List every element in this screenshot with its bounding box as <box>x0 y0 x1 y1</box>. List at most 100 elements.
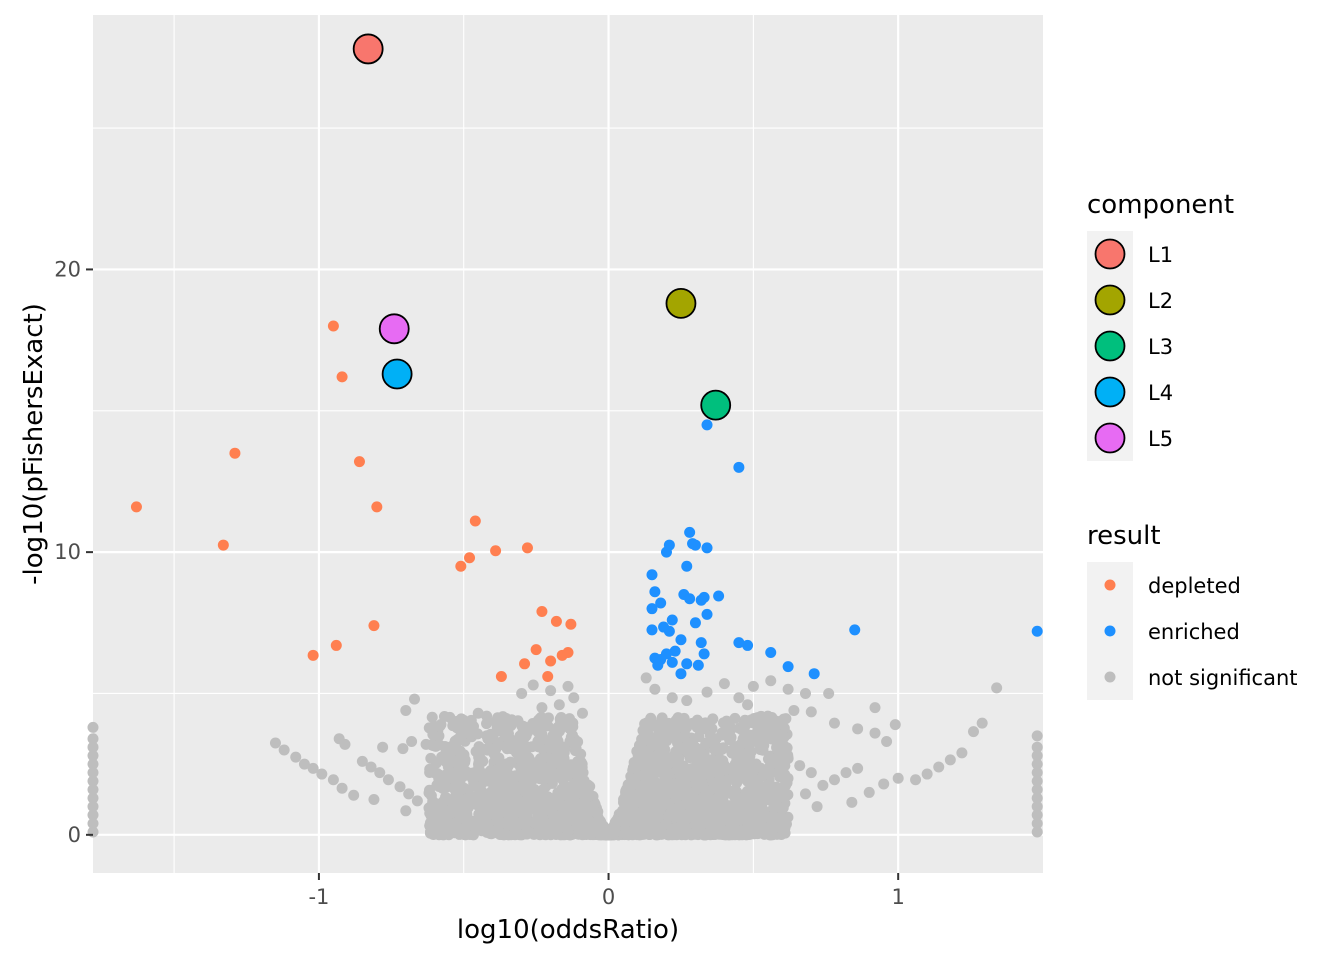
point-not-significant <box>695 826 707 838</box>
point-not-significant <box>485 786 497 798</box>
point-not-significant <box>496 828 508 840</box>
point-not-significant <box>583 814 595 826</box>
point-not-significant <box>667 731 679 743</box>
point-not-significant <box>87 721 99 733</box>
point-not-significant <box>682 786 694 798</box>
point-not-significant <box>485 765 497 777</box>
point-not-significant <box>765 675 777 687</box>
point-not-significant <box>729 763 741 775</box>
point-not-significant <box>573 761 585 773</box>
point-not-significant <box>348 789 360 801</box>
point-not-significant <box>562 680 574 692</box>
point-not-significant <box>757 740 769 752</box>
point-not-significant <box>745 746 757 758</box>
point-enriched <box>733 461 745 473</box>
point-not-significant <box>636 736 648 748</box>
point-enriched <box>701 608 713 620</box>
point-not-significant <box>400 704 412 716</box>
point-not-significant <box>718 678 730 690</box>
point-not-significant <box>764 750 776 762</box>
point-not-significant <box>426 739 438 751</box>
point-depleted <box>371 501 383 513</box>
point-not-significant <box>1031 775 1043 787</box>
point-not-significant <box>558 821 570 833</box>
point-not-significant <box>749 827 761 839</box>
point-enriched <box>681 658 693 670</box>
point-not-significant <box>568 692 580 704</box>
point-not-significant <box>878 778 890 790</box>
point-not-significant <box>976 717 988 729</box>
y-axis: 0 10 20 <box>54 257 93 847</box>
point-not-significant <box>666 803 678 815</box>
point-not-significant <box>742 699 754 711</box>
point-not-significant <box>644 751 656 763</box>
point-not-significant <box>738 733 750 745</box>
point-not-significant <box>473 751 485 763</box>
x-axis: -1 0 1 <box>308 873 905 909</box>
point-not-significant <box>403 788 415 800</box>
point-not-significant <box>87 809 99 821</box>
point-not-significant <box>542 712 554 724</box>
point-not-significant <box>666 692 678 704</box>
point-depleted <box>307 649 319 661</box>
point-not-significant <box>474 799 486 811</box>
point-enriched <box>701 419 713 431</box>
point-not-significant <box>631 745 643 757</box>
point-not-significant <box>426 828 438 840</box>
legend-label-L1: L1 <box>1148 243 1173 267</box>
point-enriched <box>808 668 820 680</box>
component-point-L1 <box>352 33 384 65</box>
point-enriched <box>646 624 658 636</box>
point-depleted <box>229 447 241 459</box>
point-not-significant <box>1031 809 1043 821</box>
point-enriched <box>684 526 696 538</box>
point-not-significant <box>486 807 498 819</box>
point-not-significant <box>588 804 600 816</box>
point-not-significant <box>575 748 587 760</box>
point-not-significant <box>580 799 592 811</box>
point-not-significant <box>777 763 789 775</box>
point-not-significant <box>452 759 464 771</box>
point-not-significant <box>533 822 545 834</box>
point-not-significant <box>770 799 782 811</box>
point-enriched <box>849 624 861 636</box>
point-not-significant <box>87 784 99 796</box>
point-depleted <box>464 552 476 564</box>
point-not-significant <box>828 717 840 729</box>
point-not-significant <box>774 790 786 802</box>
point-not-significant <box>695 746 707 758</box>
point-not-significant <box>817 779 829 791</box>
point-not-significant <box>439 777 451 789</box>
point-not-significant <box>649 683 661 695</box>
point-not-significant <box>800 788 811 800</box>
point-enriched <box>652 659 664 671</box>
point-not-significant <box>510 784 522 796</box>
point-not-significant <box>400 805 412 817</box>
point-enriched <box>1031 625 1043 637</box>
point-not-significant <box>458 782 470 794</box>
point-not-significant <box>426 711 438 723</box>
point-enriched <box>646 569 658 581</box>
point-not-significant <box>508 739 520 751</box>
point-not-significant <box>695 815 707 827</box>
point-not-significant <box>87 758 99 770</box>
point-not-significant <box>780 776 792 788</box>
point-enriched <box>782 661 794 673</box>
point-not-significant <box>524 827 536 839</box>
point-depleted <box>530 644 542 656</box>
y-tick-label: 10 <box>54 540 81 564</box>
point-not-significant <box>1031 758 1043 770</box>
point-not-significant <box>672 765 684 777</box>
point-not-significant <box>327 774 339 786</box>
legend-key-L1 <box>1094 238 1126 270</box>
point-enriched <box>663 625 675 637</box>
point-not-significant <box>368 793 380 805</box>
point-not-significant <box>576 707 588 719</box>
legend-label-L5: L5 <box>1148 427 1173 451</box>
point-enriched <box>681 560 693 572</box>
point-not-significant <box>747 784 759 796</box>
point-not-significant <box>1031 784 1043 796</box>
point-not-significant <box>449 827 461 839</box>
point-not-significant <box>933 761 945 773</box>
point-not-significant <box>710 733 722 745</box>
